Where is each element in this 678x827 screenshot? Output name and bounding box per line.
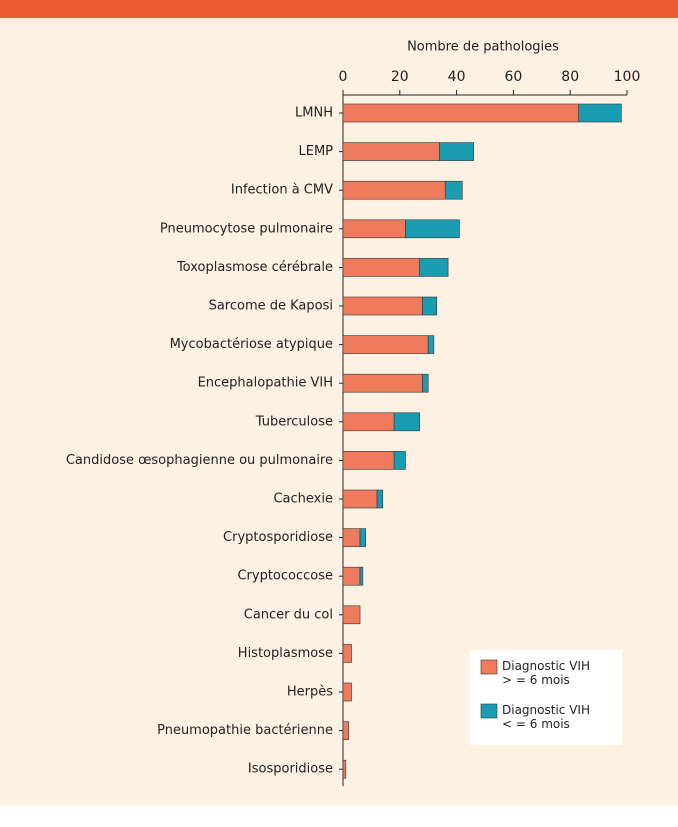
x-tick-label: 40 — [448, 69, 466, 85]
x-axis-title: Nombre de pathologies — [407, 40, 559, 55]
bar-segment — [427, 335, 435, 354]
y-tick-label: Pneumocytose pulmonaire — [160, 221, 333, 236]
y-tick-label: Cachexie — [273, 492, 333, 507]
y-tick-label: Candidose œsophagienne ou pulmonaire — [66, 453, 333, 468]
bar-segment — [342, 759, 347, 779]
bar-segment — [359, 566, 364, 586]
y-tick-label: Sarcome de Kaposi — [209, 299, 333, 314]
bar-segment — [342, 142, 440, 161]
bar-segment — [359, 528, 367, 547]
bar-segment — [376, 489, 384, 509]
x-tick-label: 80 — [561, 69, 579, 85]
bar-segment — [342, 335, 429, 354]
bar-segment — [342, 451, 395, 470]
y-tick-label: Isosporidiose — [248, 762, 333, 777]
bar-segment — [444, 180, 463, 200]
bar-segment — [419, 258, 449, 277]
bar-segment — [342, 103, 580, 123]
bar-segment — [342, 219, 406, 239]
bar-segment — [342, 489, 378, 509]
bar-segment — [342, 258, 420, 277]
bar-segment — [393, 451, 406, 470]
y-tick-label: Cryptococcose — [237, 569, 333, 584]
bar-segment — [342, 528, 361, 547]
bar-segment — [342, 721, 349, 740]
x-tick-label: 20 — [391, 69, 409, 85]
y-tick-label: Toxoplasmose cérébrale — [176, 260, 333, 275]
bar-segment — [342, 682, 352, 702]
bar-segment — [342, 412, 395, 432]
x-tick-label: 60 — [504, 69, 522, 85]
legend-label: Diagnostic VIH < = 6 mois — [502, 703, 590, 731]
bar-segment — [405, 219, 460, 239]
y-tick-label: Pneumopathie bactérienne — [157, 723, 333, 738]
y-tick-label: LMNH — [295, 106, 333, 121]
y-tick-label: Tuberculose — [255, 414, 333, 429]
bar-segment — [342, 296, 423, 316]
bar-segment — [342, 566, 361, 586]
y-tick-label: Encephalopathie VIH — [198, 376, 333, 391]
y-tick-label: Infection à CMV — [231, 183, 333, 198]
bar-segment — [439, 142, 474, 161]
header-band — [0, 0, 678, 18]
bar-segment — [393, 412, 420, 432]
bar-segment — [342, 180, 446, 200]
bar-segment — [342, 605, 361, 625]
bar-segment — [422, 296, 438, 316]
legend-label: Diagnostic VIH > = 6 mois — [502, 659, 590, 687]
x-tick-label: 100 — [614, 69, 641, 85]
y-tick-label: Cryptosporidiose — [223, 530, 333, 545]
bar-segment — [578, 103, 622, 123]
x-tick-label: 0 — [339, 69, 348, 85]
legend-swatch — [480, 659, 498, 675]
y-tick-label: LEMP — [298, 144, 333, 159]
bar-segment — [422, 373, 429, 393]
y-tick-label: Histoplasmose — [238, 646, 333, 661]
bar-segment — [342, 373, 423, 393]
y-tick-label: Mycobactériose atypique — [170, 337, 333, 352]
y-tick-label: Herpès — [287, 685, 333, 700]
y-tick-label: Cancer du col — [244, 607, 333, 622]
legend-swatch — [480, 703, 498, 719]
bar-segment — [342, 644, 352, 663]
